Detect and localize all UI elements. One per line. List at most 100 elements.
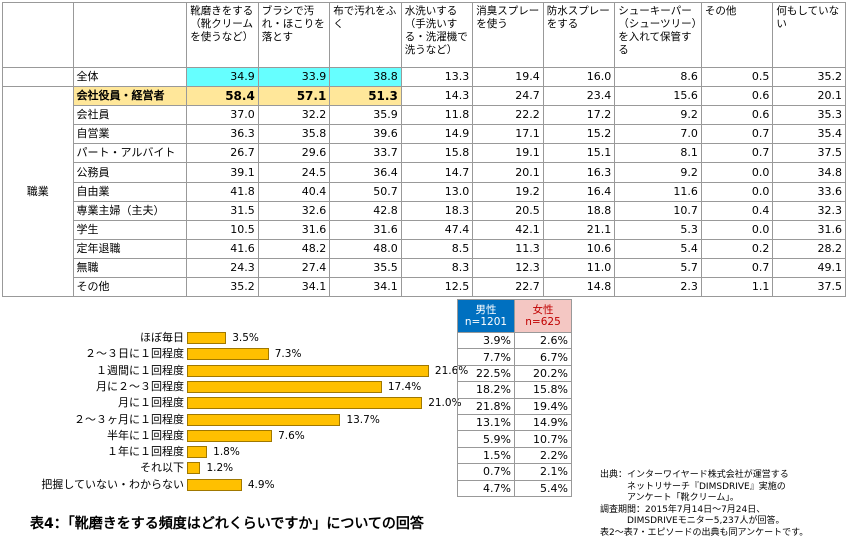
- table-row: 公務員 39.1 24.5 36.4 14.7 20.1 16.3 9.2 0.0 34.8: [3, 162, 846, 183]
- table-row: 定年退職 41.6 48.2 48.0 8.5 11.3 10.6 5.4 0.2 28.2: [3, 238, 846, 259]
- table-cell: 17.1: [472, 124, 544, 145]
- table-cell: 38.8: [329, 66, 402, 88]
- male-value: 5.9%: [457, 430, 515, 448]
- male-value: 22.5%: [457, 364, 515, 383]
- table-cell: 0.7: [700, 257, 774, 279]
- table-cell: 48.0: [329, 238, 402, 259]
- frequency-bar-chart: ほぼ毎日 3.5% ２～３日に１回程度 7.3% １週間に１回程度 21.6% 月に２～３回…: [2, 328, 468, 496]
- table-cell: 24.5: [257, 162, 331, 183]
- table-cell: 8.1: [614, 143, 702, 164]
- table-cell: 42.8: [329, 200, 402, 221]
- table-cell: 0.6: [700, 86, 774, 107]
- table-cell: 34.1: [329, 277, 402, 298]
- row-label: その他: [72, 277, 188, 298]
- table-cell: 41.6: [186, 238, 259, 259]
- bar: [187, 332, 227, 344]
- table-row: 7.7% 6.7%: [457, 348, 572, 366]
- table-row: 13.1% 14.9%: [457, 413, 572, 432]
- category-label: ほぼ毎日: [140, 331, 184, 344]
- row-label: 会社役員・経営者: [72, 86, 188, 107]
- row-label: 公務員: [72, 162, 188, 183]
- row-label: 定年退職: [72, 238, 188, 259]
- table-cell: 9.2: [614, 162, 702, 183]
- table-cell: 26.7: [186, 143, 259, 164]
- table-cell: 15.2: [542, 124, 616, 145]
- female-value: 5.4%: [514, 479, 572, 497]
- female-n-label: n=625: [525, 316, 561, 328]
- column-header: 防水スプレーをする: [542, 2, 616, 68]
- column-header: 何もしていない: [772, 2, 846, 68]
- table-cell: 31.6: [257, 219, 331, 240]
- table-cell: 0.2: [700, 238, 774, 259]
- category-label: １週間に１回程度: [96, 363, 184, 377]
- row-label: 会社員: [72, 105, 188, 126]
- bar: [187, 413, 341, 426]
- table-cell: 23.4: [542, 86, 616, 107]
- table-cell: 5.3: [614, 219, 702, 240]
- table-row: 5.9% 10.7%: [457, 430, 572, 448]
- category-label: ２～３ヶ月に１回程度: [74, 412, 184, 426]
- table-cell: 0.0: [700, 162, 774, 183]
- female-value: 2.1%: [514, 463, 572, 481]
- value-label: 1.8%: [213, 446, 240, 459]
- value-label: 4.9%: [247, 478, 275, 491]
- occupation-table: 靴磨きをする（靴クリームを使うなど） ブラシで汚れ・ほこりを落とす 布で汚れをふ…: [2, 2, 846, 298]
- row-label: 自営業: [72, 124, 188, 145]
- table-cell: 35.2: [186, 277, 259, 298]
- female-value: 14.9%: [514, 413, 572, 432]
- table-cell: 39.1: [186, 162, 259, 183]
- table-cell: 50.7: [329, 181, 402, 202]
- table-cell: 0.7: [700, 124, 774, 145]
- bar: [187, 348, 269, 361]
- row-label: 無職: [72, 257, 188, 279]
- table-cell: 10.5: [186, 219, 259, 240]
- category-label: １年に１回程度: [107, 445, 184, 459]
- gender-header-row: 男性 n=1201 女性 n=625: [457, 299, 572, 333]
- female-value: 6.7%: [514, 348, 572, 366]
- table-cell: 31.6: [329, 219, 402, 240]
- table-cell: 36.3: [186, 124, 259, 145]
- table-row: 学生 10.5 31.6 31.6 47.4 42.1 21.1 5.3 0.0 31.6: [3, 219, 846, 240]
- table-cell: 33.7: [329, 143, 402, 164]
- table-cell: 14.7: [400, 162, 474, 183]
- header-row: 靴磨きをする（靴クリームを使うなど） ブラシで汚れ・ほこりを落とす 布で汚れをふ…: [2, 2, 846, 68]
- table-cell: 12.5: [400, 277, 474, 298]
- table-cell: 35.9: [329, 105, 402, 126]
- table-row: 22.5% 20.2%: [457, 364, 572, 383]
- female-value: 15.8%: [514, 381, 572, 399]
- table-cell: 31.6: [772, 219, 846, 240]
- value-label: 7.6%: [278, 429, 305, 442]
- table-cell: 12.3: [472, 257, 544, 279]
- table-cell: 51.3: [329, 86, 402, 107]
- table-cell: 34.1: [257, 277, 331, 298]
- table-row: パート・アルバイト 26.7 29.6 33.7 15.8 19.1 15.1 8.1 0.7 3…: [3, 143, 846, 164]
- table-cell: 8.6: [614, 66, 702, 88]
- table-cell: 19.1: [472, 143, 544, 164]
- table-cell: 5.7: [614, 257, 702, 279]
- table-cell: 35.4: [772, 124, 846, 145]
- table-cell: 10.6: [542, 238, 616, 259]
- table-cell: 57.1: [257, 86, 331, 107]
- male-header-label: 男性: [475, 304, 497, 316]
- bar: [187, 462, 201, 475]
- bar: [187, 446, 208, 459]
- value-label: 1.2%: [206, 462, 234, 475]
- table-cell: 58.4: [186, 86, 259, 107]
- table-cell: 11.8: [400, 105, 474, 126]
- table-cell: 32.2: [257, 105, 331, 126]
- table-cell: 7.0: [614, 124, 702, 145]
- table-row: 4.7% 5.4%: [457, 479, 572, 497]
- table-cell: 39.6: [329, 124, 402, 145]
- table-cell: 22.7: [472, 277, 544, 298]
- category-label: ２～３日に１回程度: [85, 347, 184, 361]
- empty-cell: [2, 66, 73, 88]
- table-cell: 34.9: [186, 66, 259, 88]
- table-cell: 49.1: [772, 257, 846, 279]
- table-cell: 31.5: [186, 200, 259, 221]
- table-cell: 37.5: [772, 143, 846, 164]
- empty-corner: [72, 2, 188, 68]
- table-cell: 32.3: [772, 200, 846, 221]
- table-cell: 9.2: [614, 105, 702, 126]
- table-row: 無職 24.3 27.4 35.5 8.3 12.3 11.0 5.7 0.7 49.1: [3, 257, 846, 279]
- female-header: 女性 n=625: [514, 299, 572, 333]
